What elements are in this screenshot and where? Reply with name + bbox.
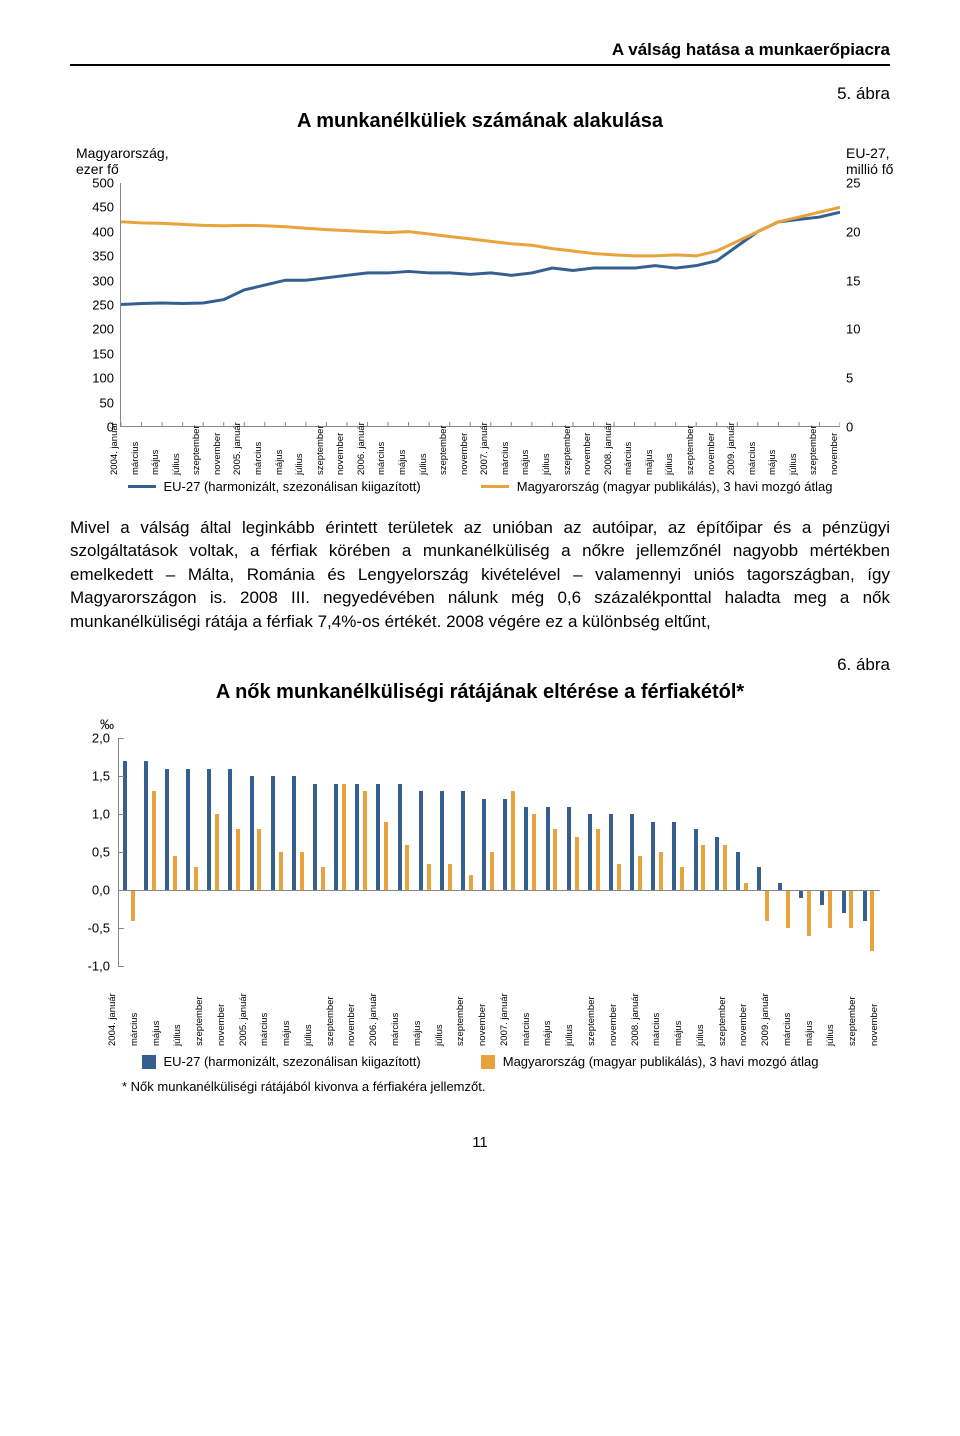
fig6-plot-area	[118, 738, 880, 966]
legend-square-icon	[481, 1055, 495, 1069]
figure5-chart: Magyarország, ezer fő EU-27, millió fő 0…	[70, 145, 890, 475]
figure6-number: 6. ábra	[70, 655, 890, 675]
fig5-plot-area	[120, 183, 840, 427]
fig5-svg	[121, 183, 840, 426]
page-header: A válság hatása a munkaerőpiacra	[70, 40, 890, 66]
legend-line-icon	[128, 485, 156, 488]
document-page: A válság hatása a munkaerőpiacra 5. ábra…	[0, 0, 960, 1211]
fig5-left-axis-label: Magyarország, ezer fő	[70, 145, 114, 177]
figure5-title: A munkanélküliek számának alakulása	[70, 110, 890, 133]
legend-line-icon	[481, 485, 509, 488]
fig6-bars	[119, 738, 880, 966]
body-paragraph: Mivel a válság által leginkább érintett …	[70, 516, 890, 633]
fig6-x-labels: 2004. januármárciusmájusjúliusszeptember…	[118, 968, 880, 1046]
figure5-number: 5. ábra	[70, 84, 890, 104]
fig5-legend-hu: Magyarország (magyar publikálás), 3 havi…	[481, 479, 833, 494]
figure6-chart: ‰ -1,0-0,50,00,51,01,52,0 2004. januármá…	[70, 716, 890, 1046]
fig5-legend: EU-27 (harmonizált, szezonálisan kiigazí…	[70, 479, 890, 494]
fig6-legend-hu: Magyarország (magyar publikálás), 3 havi…	[481, 1054, 819, 1069]
figure6-title: A nők munkanélküliségi rátájának eltérés…	[70, 681, 890, 704]
fig6-footnote: * Nők munkanélküliségi rátájából kivonva…	[122, 1079, 890, 1094]
fig5-right-axis-label: EU-27, millió fő	[846, 145, 890, 177]
fig6-legend-eu: EU-27 (harmonizált, szezonálisan kiigazí…	[142, 1054, 421, 1069]
fig5-legend-eu: EU-27 (harmonizált, szezonálisan kiigazí…	[128, 479, 421, 494]
fig6-legend: EU-27 (harmonizált, szezonálisan kiigazí…	[70, 1054, 890, 1069]
legend-square-icon	[142, 1055, 156, 1069]
page-number: 11	[70, 1134, 890, 1151]
fig5-x-labels: 2004. januármárciusmájusjúliusszeptember…	[120, 429, 840, 475]
